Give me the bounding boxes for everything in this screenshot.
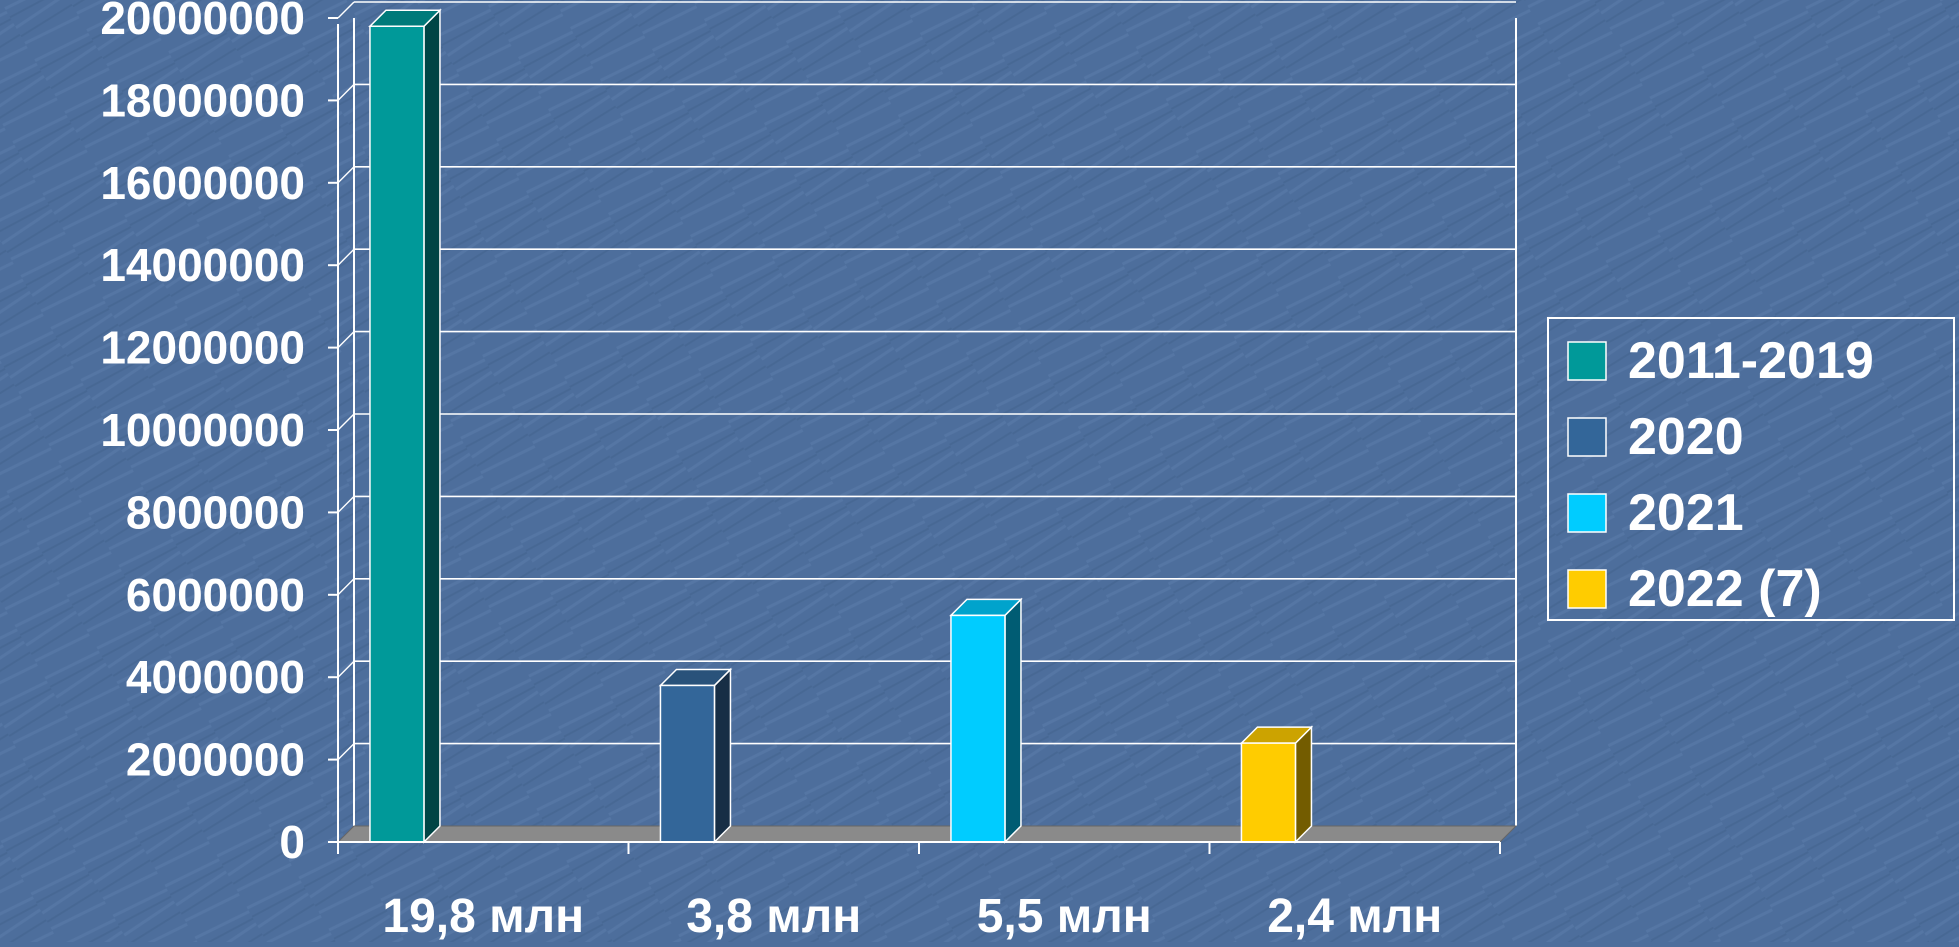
- gridline-side: [337, 331, 355, 349]
- y-tick-label: 10000000: [100, 404, 305, 456]
- legend-swatch: [1567, 341, 1607, 381]
- chart-floor: [336, 825, 1518, 843]
- x-tick-label: 3,8 млн: [686, 890, 861, 942]
- y-tick-label: 12000000: [100, 322, 305, 374]
- bar-side: [1004, 597, 1022, 844]
- bar-side: [713, 667, 732, 844]
- legend-label: 2022 (7): [1628, 560, 1822, 618]
- gridline-side: [337, 166, 355, 184]
- y-tick-label: 14000000: [100, 239, 305, 291]
- bar-side: [1294, 725, 1313, 844]
- x-tick-label: 5,5 млн: [977, 890, 1152, 942]
- y-tick-label: 0: [279, 816, 305, 868]
- bar: [1239, 725, 1314, 844]
- y-tick-label: 4000000: [126, 651, 305, 703]
- bar: [368, 8, 442, 844]
- gridline-side: [337, 495, 355, 513]
- y-tick-label: 8000000: [126, 486, 305, 538]
- legend-swatch: [1567, 493, 1607, 533]
- legend-swatch: [1567, 569, 1607, 609]
- legend-swatch: [1567, 417, 1607, 457]
- bar-front: [659, 684, 716, 843]
- bar: [949, 597, 1023, 844]
- y-tick-label: 16000000: [100, 157, 305, 209]
- bar: [658, 667, 733, 844]
- gridline-side: [337, 660, 355, 678]
- bar-front: [369, 25, 425, 843]
- y-tick-label: 2000000: [126, 734, 305, 786]
- gridline-side: [337, 413, 355, 431]
- y-tick-label: 6000000: [126, 569, 305, 621]
- y-tick-label: 18000000: [100, 74, 305, 126]
- gridline-side: [337, 83, 355, 101]
- bar-side: [423, 8, 441, 844]
- x-tick-label: 2,4 млн: [1267, 890, 1442, 942]
- legend-label: 2011-2019: [1628, 332, 1874, 390]
- gridline-side: [337, 1, 355, 19]
- legend-label: 2021: [1628, 484, 1744, 542]
- x-tick-label: 19,8 млн: [382, 890, 584, 942]
- bar-front: [950, 614, 1006, 843]
- gridline-side: [337, 248, 355, 266]
- bar-front: [1240, 742, 1297, 843]
- legend-item: 2022 (7): [1567, 560, 1822, 618]
- legend-item: 2020: [1567, 408, 1744, 466]
- gridline-side: [337, 743, 355, 761]
- legend-item: 2011-2019: [1567, 332, 1874, 390]
- legend-box: [1547, 317, 1955, 621]
- legend-item: 2021: [1567, 484, 1744, 542]
- y-tick-label: 20000000: [100, 0, 305, 44]
- legend-label: 2020: [1628, 408, 1744, 466]
- gridline-side: [337, 578, 355, 596]
